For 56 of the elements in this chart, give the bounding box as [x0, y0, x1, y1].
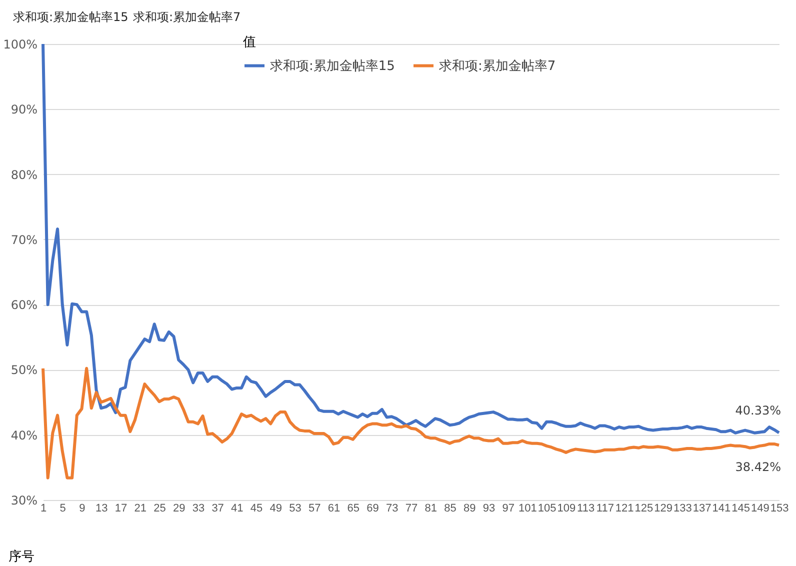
x-tick-label: 85: [444, 502, 456, 514]
text: 求和项:累加金帖率7: [133, 10, 241, 24]
x-tick-label: 57: [308, 502, 321, 514]
legend-label: 求和项:累加金帖率7: [439, 58, 556, 74]
x-tick-label: 81: [424, 502, 437, 514]
x-tick-label: 153: [770, 502, 789, 514]
x-tick-label: 97: [502, 502, 514, 514]
line-series: [42, 366, 780, 480]
y-tick-label: 70%: [10, 232, 38, 247]
x-tick-label: 93: [482, 502, 496, 514]
y-tick-label: 50%: [10, 363, 38, 378]
y-tick-label: 90%: [10, 102, 38, 117]
x-tick-label: 125: [634, 502, 654, 514]
data-label: 40.33%: [735, 404, 781, 418]
x-tick-label: 109: [557, 502, 576, 514]
x-tick-label: 113: [577, 502, 595, 514]
x-tick-label: 133: [673, 502, 692, 514]
x-tick-label: 61: [328, 502, 340, 514]
x-tick-label: 21: [134, 502, 146, 514]
x-tick-label: 29: [172, 502, 186, 514]
x-tick-label: 33: [192, 502, 205, 514]
x-tick-label: 5: [60, 502, 66, 514]
x-tick-label: 77: [405, 502, 418, 514]
x-tick-label: 73: [386, 502, 398, 514]
x-tick-label: 53: [289, 502, 302, 514]
x-tick-label: 129: [654, 502, 672, 514]
x-tick-label: 149: [750, 502, 770, 514]
legend-title: 值: [243, 35, 256, 50]
x-tick-label: 9: [79, 502, 86, 514]
x-tick-label: 141: [712, 502, 731, 514]
y-tick-label: 30%: [10, 494, 38, 508]
x-tick-label: 89: [463, 502, 476, 514]
data-label: 38.42%: [735, 460, 781, 474]
x-tick-label: 137: [692, 502, 712, 514]
x-tick-label: 45: [250, 502, 263, 514]
y-tick-label: 100%: [3, 38, 38, 52]
x-axis-title: 序号: [8, 548, 34, 564]
text: 求和项:累加金帖率15: [13, 10, 128, 24]
x-tick-label: 121: [615, 502, 634, 514]
x-tick-label: 41: [231, 502, 244, 514]
x-tick-label: 49: [270, 502, 282, 514]
y-tick-label: 80%: [10, 168, 38, 182]
x-tick-label: 101: [518, 502, 537, 514]
y-tick-label: 40%: [10, 428, 38, 442]
legend-label: 求和项:累加金帖率15: [270, 58, 395, 74]
x-tick-label: 13: [95, 502, 108, 514]
x-tick-label: 117: [596, 502, 614, 514]
x-tick-label: 69: [366, 502, 379, 514]
x-tick-label: 17: [114, 502, 128, 514]
x-tick-label: 65: [347, 502, 360, 514]
x-tick-label: 145: [732, 502, 750, 514]
x-tick-label: 25: [154, 502, 166, 514]
x-tick-label: 105: [538, 502, 556, 514]
y-tick-label: 60%: [10, 298, 38, 312]
x-tick-label: 1: [40, 502, 47, 514]
x-tick-label: 37: [212, 502, 224, 514]
